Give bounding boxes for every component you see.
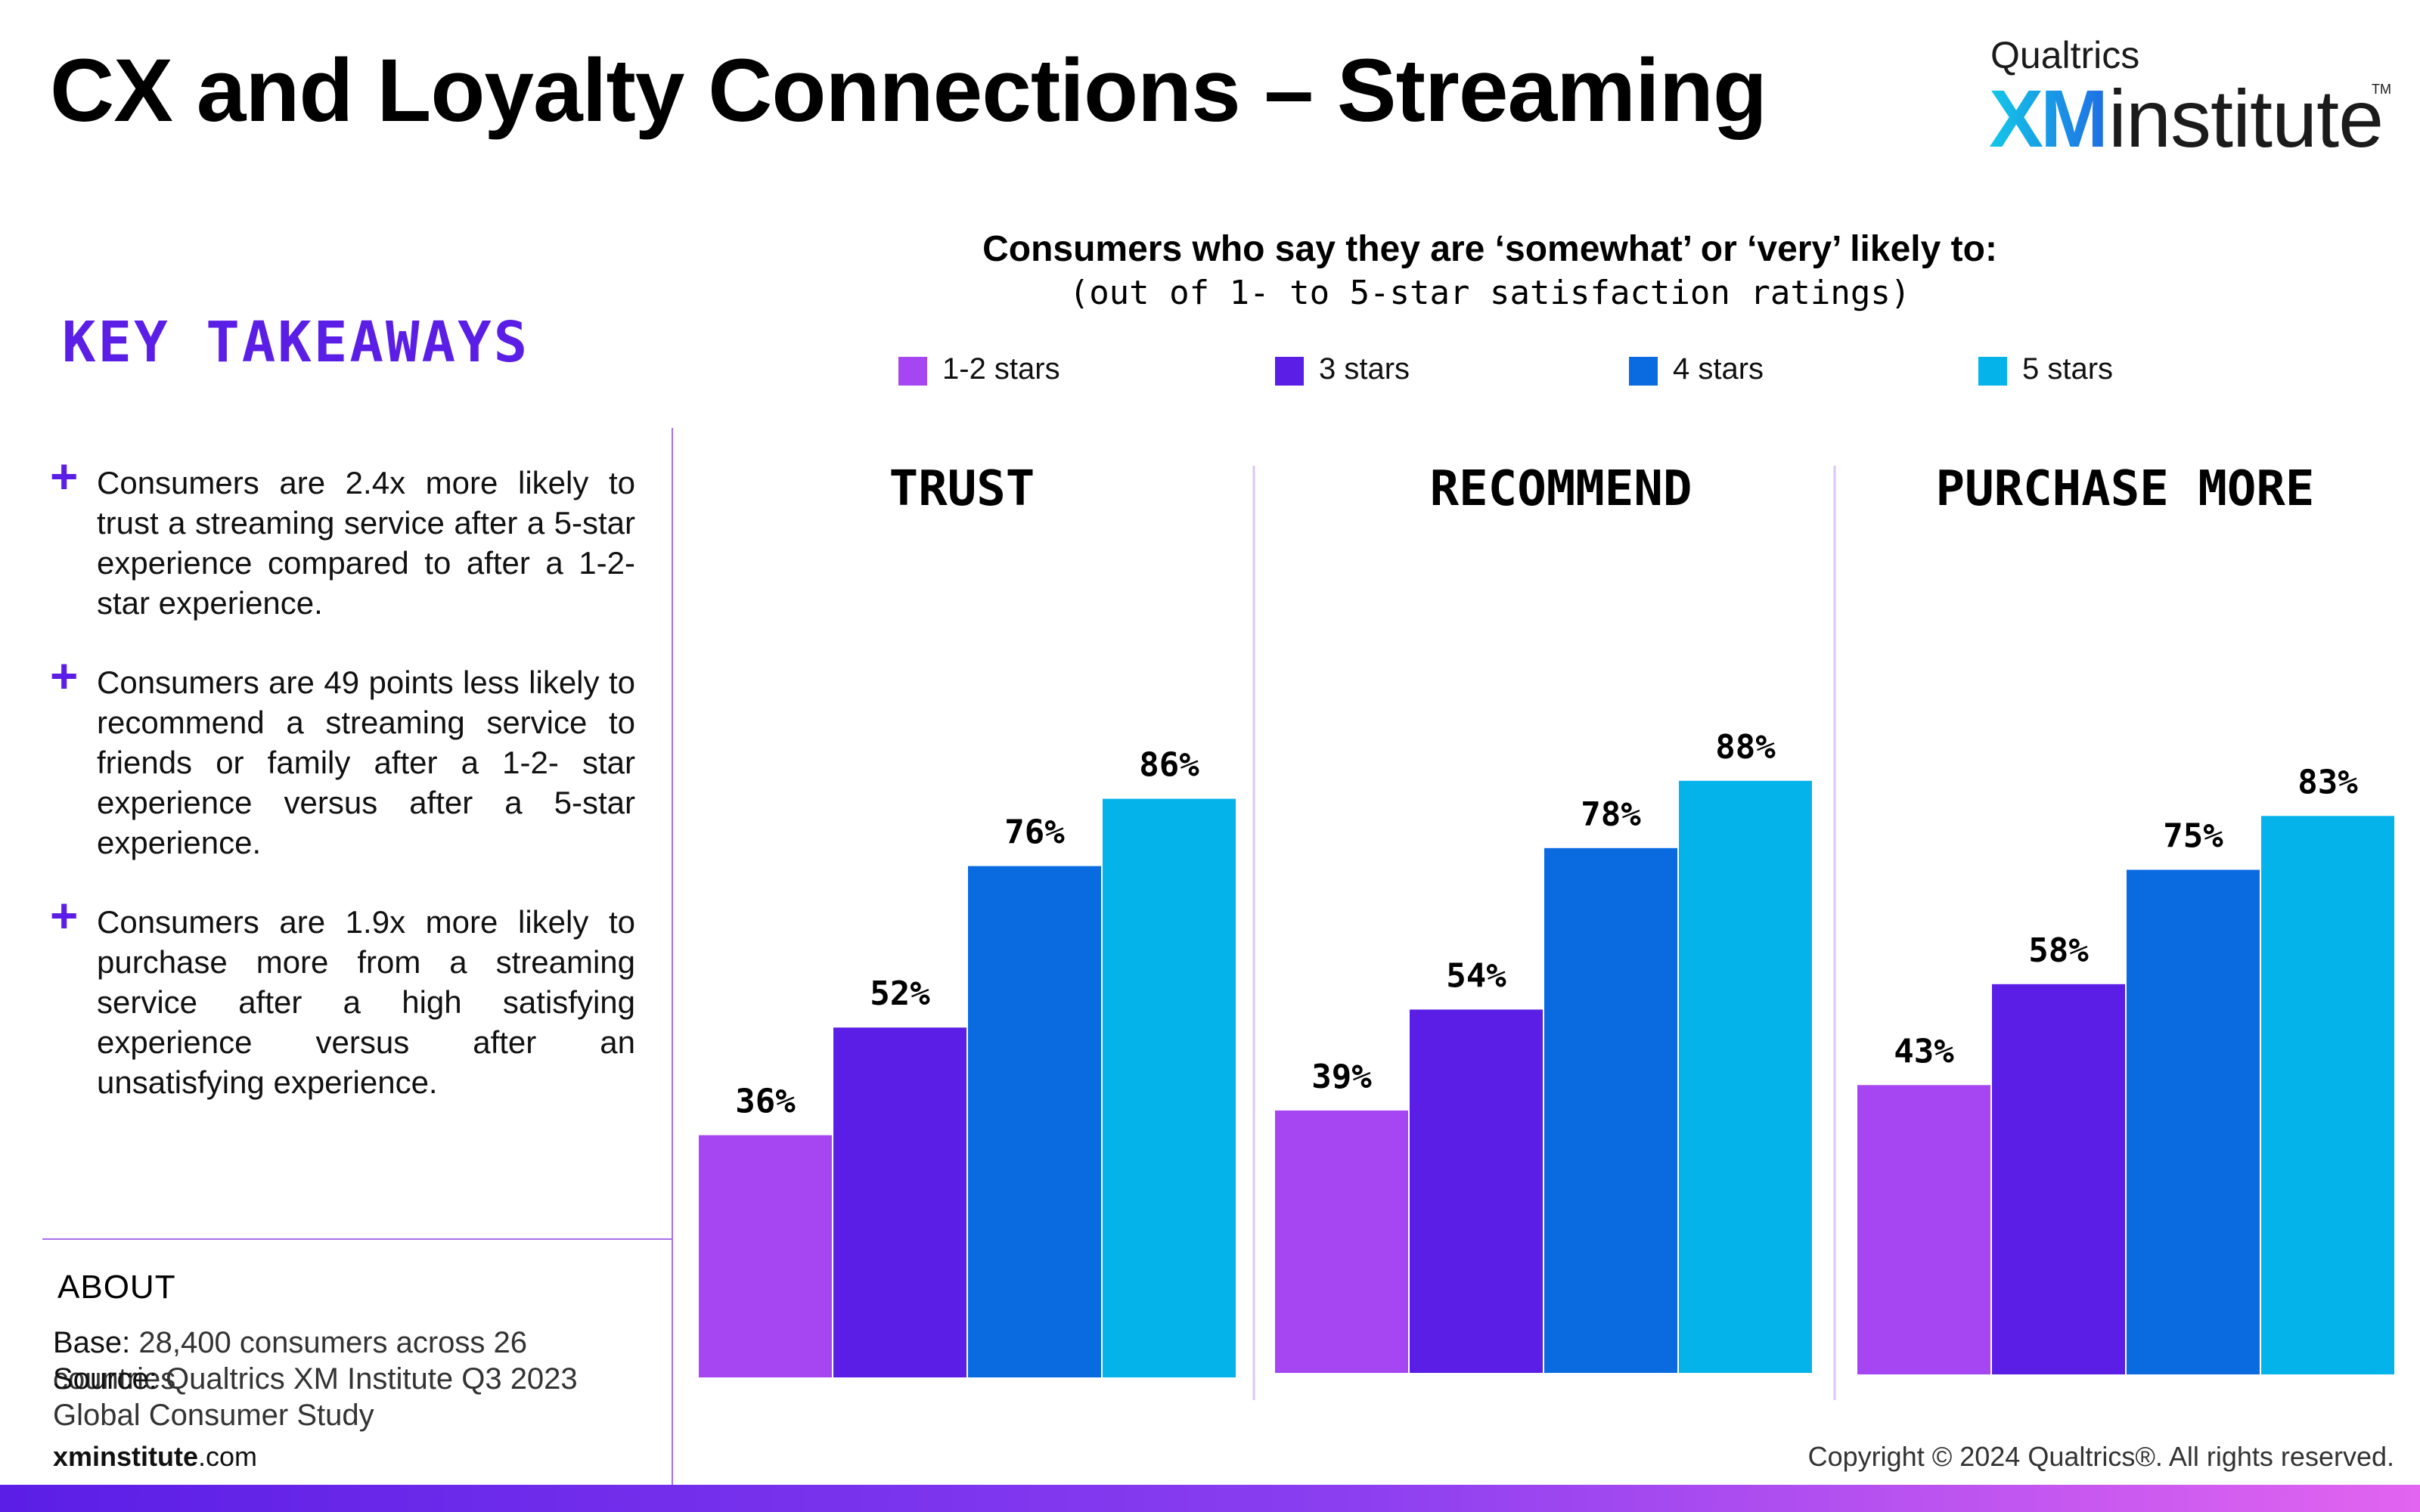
site-link-bold: xminstitute <box>53 1441 199 1472</box>
takeaway-text: Consumers are 1.9x more likely to purcha… <box>97 904 635 1100</box>
base-value: 28,400 consumers across 26 countries <box>53 1326 528 1396</box>
takeaway-item: + Consumers are 49 points less likely to… <box>48 652 635 863</box>
legend-label: 3 stars <box>1319 352 1410 386</box>
bar <box>2127 869 2260 1374</box>
legend-label: 4 stars <box>1673 352 1764 386</box>
bar-value-label: 52% <box>870 974 930 1013</box>
copyright-text: Copyright © 2024 Qualtrics®. All rights … <box>1807 1441 2394 1472</box>
bar-value-label: 83% <box>2297 763 2358 801</box>
bar <box>2261 816 2394 1374</box>
bottom-gradient-bar <box>0 1485 2420 1512</box>
bar <box>1679 780 1812 1373</box>
key-takeaways-heading: KEY TAKEAWAYS <box>62 310 530 375</box>
site-link[interactable]: xminstitute.com <box>53 1441 257 1473</box>
chart-title: Consumers who say they are ‘somewhat’ or… <box>982 229 1997 269</box>
takeaway-item: + Consumers are 2.4x more likely to trus… <box>48 452 635 623</box>
legend-swatch <box>1275 357 1304 386</box>
takeaway-item: + Consumers are 1.9x more likely to purc… <box>48 891 635 1102</box>
bar-value-label: 39% <box>1311 1058 1372 1096</box>
bar-value-label: 78% <box>1581 795 1641 834</box>
bar <box>1275 1110 1408 1373</box>
bar <box>1544 847 1677 1373</box>
bar <box>1103 798 1236 1377</box>
plus-icon: + <box>50 449 79 503</box>
bar <box>1992 984 2125 1374</box>
bar <box>1410 1009 1543 1373</box>
legend-label: 5 stars <box>2022 352 2114 386</box>
about-heading: ABOUT <box>57 1269 176 1306</box>
left-panel-divider <box>672 428 673 1486</box>
legend-label: 1-2 stars <box>942 352 1060 386</box>
bar-value-label: 36% <box>735 1083 796 1121</box>
category-label: TRUST <box>889 461 1035 517</box>
legend-swatch <box>1629 357 1658 386</box>
logo-xm: XM <box>1989 73 2108 164</box>
bar <box>699 1135 832 1377</box>
about-divider <box>42 1238 672 1240</box>
bar-value-label: 58% <box>2028 931 2089 970</box>
source-label: Source: <box>53 1362 157 1396</box>
logo-institute: institute <box>2108 73 2384 164</box>
bar-value-label: 54% <box>1446 956 1506 995</box>
about-base: Base: 28,400 consumers across 26 countri… <box>53 1325 658 1397</box>
site-link-suffix: .com <box>198 1441 258 1472</box>
takeaway-text: Consumers are 49 points less likely to r… <box>97 665 635 860</box>
logo-brand: Qualtrics <box>1990 34 2140 76</box>
bar-value-label: 76% <box>1004 813 1065 852</box>
bar <box>833 1027 966 1377</box>
base-label: Base: <box>53 1326 131 1359</box>
bar-value-label: 86% <box>1139 746 1199 785</box>
page-title: CX and Loyalty Connections – Streaming <box>50 41 1767 141</box>
legend-swatch <box>1978 357 2007 386</box>
source-value: Qualtrics XM Institute Q3 2023 Global Co… <box>53 1362 578 1432</box>
bar-value-label: 43% <box>1894 1032 1954 1070</box>
category-label: RECOMMEND <box>1430 461 1692 517</box>
logo-trademark: TM <box>2372 82 2391 97</box>
takeaway-text: Consumers are 2.4x more likely to trust … <box>97 465 635 621</box>
plus-icon: + <box>50 888 79 943</box>
about-source: Source: Qualtrics XM Institute Q3 2023 G… <box>53 1361 658 1433</box>
qualtrics-xm-institute-logo: Qualtrics XM institute TM <box>1981 27 2391 164</box>
category-label: PURCHASE MORE <box>1936 461 2315 517</box>
bar <box>968 866 1101 1377</box>
bar-value-label: 88% <box>1715 728 1776 767</box>
bar-value-label: 75% <box>2163 817 2223 856</box>
plus-icon: + <box>50 649 79 703</box>
key-takeaways-list: + Consumers are 2.4x more likely to trus… <box>48 452 635 1142</box>
bar <box>1857 1085 1990 1374</box>
chart-subtitle: (out of 1- to 5-star satisfaction rating… <box>1069 274 1911 312</box>
legend-swatch <box>898 357 927 386</box>
